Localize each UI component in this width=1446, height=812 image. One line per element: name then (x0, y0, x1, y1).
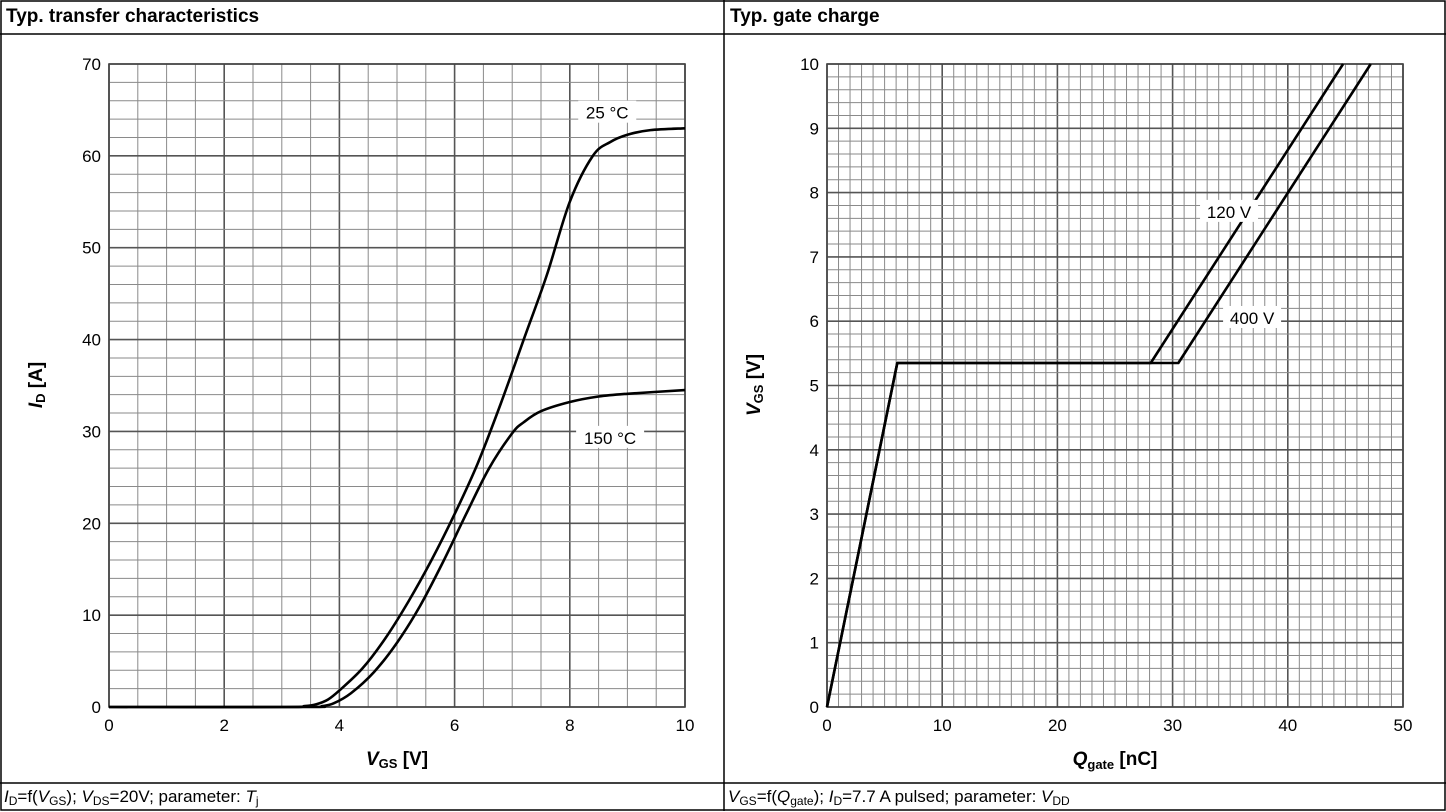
y-tick-label: 40 (82, 331, 101, 350)
y-tick-label: 10 (82, 606, 101, 625)
caption-part: D (833, 794, 843, 808)
caption-part: GS (739, 794, 757, 808)
series-label: 400 V (1230, 309, 1275, 328)
caption-part: DD (1052, 794, 1070, 808)
x-tick-label: 0 (104, 716, 113, 735)
series-line (825, 63, 1372, 708)
y-tick-label: 2 (810, 569, 819, 588)
caption-part: T (245, 787, 256, 806)
left-chart-caption: ID=f(VGS); VDS=20V; parameter: Tj (0, 783, 724, 811)
series-label-bg (1223, 305, 1282, 328)
plot-border (108, 63, 686, 708)
x-tick-label: 4 (335, 716, 344, 735)
caption-part: I (828, 787, 834, 806)
y-tick-label: 6 (810, 312, 819, 331)
y-tick-label: 0 (92, 698, 101, 717)
caption-part: =7.7 A pulsed; parameter: (842, 787, 1042, 806)
y-tick-label: 30 (82, 422, 101, 441)
caption-part: D (8, 794, 18, 808)
y-tick-label: 60 (82, 147, 101, 166)
left-x-axis-title: VGS [V] (366, 749, 428, 771)
y-tick-label: 8 (810, 184, 819, 203)
left-y-axis-title: ID [A] (26, 362, 48, 408)
caption-part: gate (790, 794, 814, 808)
right-chart-title: Typ. gate charge (730, 6, 880, 27)
y-tick-label: 70 (82, 55, 101, 74)
y-tick-label: 5 (810, 377, 819, 396)
x-tick-label: 8 (565, 716, 574, 735)
left-chart-title: Typ. transfer characteristics (6, 6, 260, 27)
y-tick-label: 3 (810, 505, 819, 524)
x-tick-label: 2 (219, 716, 228, 735)
caption-part: ); (66, 787, 82, 806)
y-tick-label: 7 (810, 248, 819, 267)
x-tick-label: 10 (933, 716, 952, 735)
caption-part: V (81, 787, 93, 806)
y-tick-label: 4 (810, 441, 819, 460)
caption-part: I (4, 787, 9, 806)
caption-part: GS (49, 794, 67, 808)
x-tick-label: 20 (1048, 716, 1067, 735)
x-tick-label: 30 (1163, 716, 1182, 735)
caption-part: V (1041, 787, 1053, 806)
y-tick-label: 10 (800, 55, 819, 74)
caption-part: V (37, 787, 50, 806)
series-label-bg (578, 100, 637, 123)
caption-part: j (255, 794, 259, 808)
plot-border (826, 63, 1404, 708)
series-label: 120 V (1207, 203, 1252, 222)
y-tick-label: 1 (810, 634, 819, 653)
series-label-bg (576, 425, 645, 448)
x-tick-label: 40 (1278, 716, 1297, 735)
series-label: 25 °C (586, 104, 629, 123)
y-tick-label: 0 (810, 698, 819, 717)
caption-part: =20V; parameter: (109, 787, 246, 806)
caption-part: Q (777, 787, 791, 806)
series-label-bg (1200, 199, 1259, 222)
series-line (108, 127, 686, 709)
caption-part: =f( (756, 787, 777, 806)
caption-part: V (728, 787, 740, 806)
x-tick-label: 10 (676, 716, 695, 735)
x-tick-label: 0 (822, 716, 831, 735)
x-tick-label: 50 (1394, 716, 1413, 735)
series-line (108, 388, 686, 709)
right-x-axis-title: Qgate [nC] (1073, 749, 1158, 772)
y-tick-label: 9 (810, 119, 819, 138)
right-chart-caption: VGS=f(Qgate); ID=7.7 A pulsed; parameter… (724, 783, 1446, 811)
y-tick-label: 20 (82, 514, 101, 533)
caption-part: DS (92, 794, 110, 808)
caption-part: ); (813, 787, 829, 806)
right-y-axis-title: VGS [V] (744, 354, 766, 416)
x-tick-label: 6 (450, 716, 459, 735)
caption-part: =f( (17, 787, 38, 806)
y-tick-label: 50 (82, 239, 101, 258)
series-label: 150 °C (584, 429, 636, 448)
